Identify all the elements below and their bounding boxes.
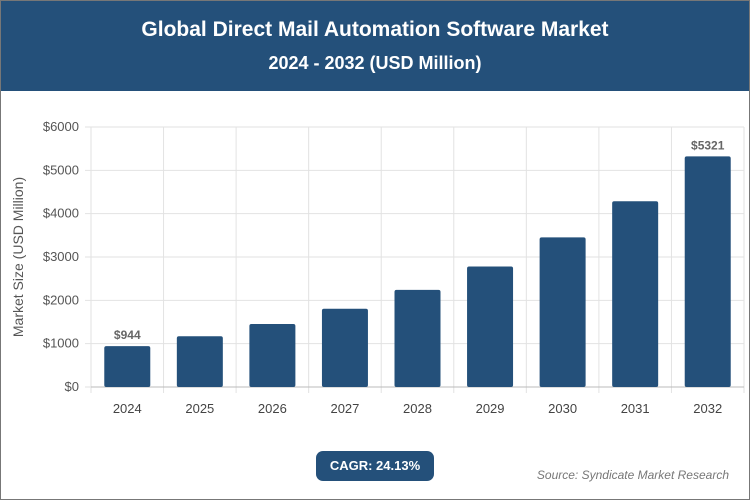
chart-subtitle: 2024 - 2032 (USD Million) xyxy=(268,53,482,73)
chart-header: Global Direct Mail Automation Software M… xyxy=(1,1,749,91)
bar-2029 xyxy=(467,266,514,387)
data-label: $5321 xyxy=(691,138,725,152)
y-tick-label: $2000 xyxy=(43,292,79,307)
bar-2030 xyxy=(539,237,586,387)
bar-2026 xyxy=(249,323,296,387)
bar-2031 xyxy=(612,201,659,387)
x-tick-label: 2026 xyxy=(258,401,287,416)
y-axis-label: Market Size (USD Million) xyxy=(10,177,26,337)
x-tick-label: 2024 xyxy=(113,401,142,416)
y-tick-label: $0 xyxy=(65,379,79,394)
y-tick-label: $4000 xyxy=(43,206,79,221)
cagr-badge: CAGR: 24.13% xyxy=(316,451,434,481)
y-tick-label: $3000 xyxy=(43,249,79,264)
data-label: $944 xyxy=(114,328,141,342)
x-tick-label: 2029 xyxy=(476,401,505,416)
x-tick-label: 2031 xyxy=(621,401,650,416)
bar-2025 xyxy=(176,336,223,387)
source-note: Source: Syndicate Market Research xyxy=(536,468,729,482)
bar-2024 xyxy=(104,346,151,387)
bar-2027 xyxy=(321,308,368,387)
y-tick-label: $5000 xyxy=(43,162,79,177)
bar-2028 xyxy=(394,289,441,387)
chart-title: Global Direct Mail Automation Software M… xyxy=(141,18,609,41)
x-tick-label: 2030 xyxy=(548,401,577,416)
bar-2032 xyxy=(684,156,731,387)
y-tick-label: $6000 xyxy=(43,119,79,134)
y-tick-label: $1000 xyxy=(43,336,79,351)
x-tick-label: 2027 xyxy=(330,401,359,416)
x-tick-label: 2028 xyxy=(403,401,432,416)
x-tick-label: 2025 xyxy=(185,401,214,416)
x-tick-label: 2032 xyxy=(693,401,722,416)
